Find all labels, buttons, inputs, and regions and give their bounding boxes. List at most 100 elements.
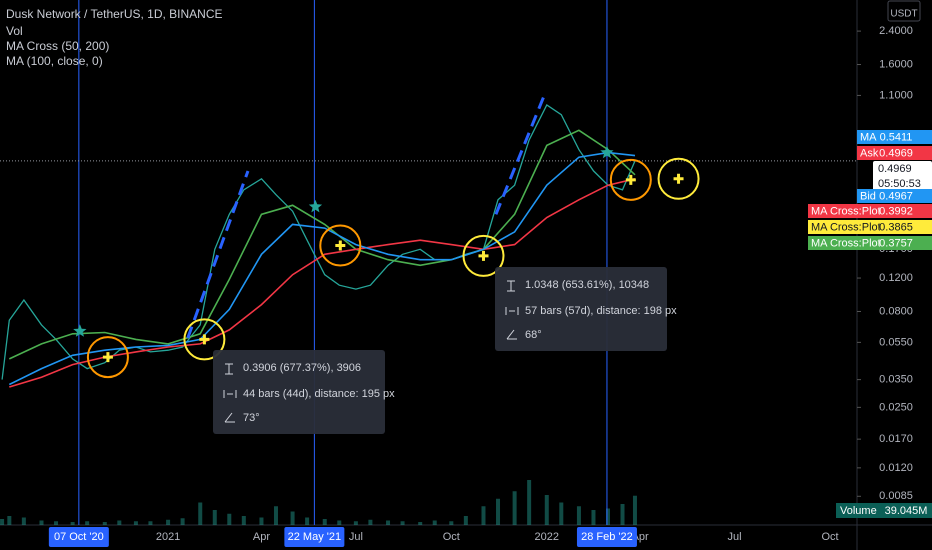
volume-bar: [418, 522, 423, 525]
y-tick-label: 0.0250: [879, 401, 913, 413]
price-label-box: [880, 204, 932, 218]
volume-bar: [39, 520, 44, 525]
volume-bar: [544, 495, 549, 525]
measure-box: [213, 350, 385, 434]
cross-plus: [199, 334, 210, 345]
measure-icon: [507, 280, 515, 292]
volume-bar: [449, 521, 454, 525]
cross-circle: [86, 336, 129, 379]
volume-bar: [481, 506, 486, 525]
volume-value-box: [880, 503, 932, 518]
price-label-value: 0.4967: [879, 190, 913, 202]
cross-plus: [625, 174, 636, 185]
price-label-name: MA Cross:Plot: [811, 221, 881, 233]
date-label: 22 May '21: [288, 531, 341, 543]
date-label-box: [284, 527, 345, 547]
cross-star: [600, 145, 614, 159]
trend-line: [494, 91, 548, 215]
x-tick-label: 2021: [156, 531, 180, 543]
volume-bar: [133, 521, 138, 525]
trend-line: [186, 170, 250, 339]
y-tick-label: 0.0170: [879, 433, 913, 445]
price-label-name-box: [857, 146, 880, 160]
x-tick-label: Apr: [253, 531, 270, 543]
price-label-name: Ask: [860, 147, 879, 159]
price-label-value: 0.3757: [879, 237, 913, 249]
date-label-box: [48, 527, 109, 547]
volume-bar: [400, 521, 405, 525]
volume-bar: [70, 522, 75, 525]
cross-plus: [478, 250, 489, 261]
volume-bar: [290, 511, 295, 525]
price-line: [1, 103, 636, 380]
measure-bars: 57 bars (57d), distance: 198 px: [525, 305, 677, 317]
measure-price: 1.0348 (653.61%), 10348: [525, 279, 649, 291]
volume-bar: [166, 519, 171, 525]
volume-bar: [85, 521, 90, 525]
volume-bar: [559, 502, 564, 525]
y-tick-label: 1.6000: [879, 58, 913, 70]
ma-line: [8, 151, 636, 386]
x-tick-label: Oct: [443, 531, 460, 543]
price-label-name-box: [857, 189, 880, 203]
price-label-name-box: [808, 236, 880, 250]
volume-bar: [432, 520, 437, 525]
volume-bar: [21, 517, 26, 525]
volume-bar: [241, 516, 246, 525]
y-tick-label: 2.4000: [879, 25, 913, 37]
y-tick-label: 0.0550: [879, 336, 913, 348]
y-tick-label: 1.1000: [879, 89, 913, 101]
price-label-box: [880, 220, 932, 234]
volume-bar: [148, 521, 153, 525]
unit-label: USDT: [890, 9, 917, 20]
volume-bar: [353, 521, 358, 525]
volume-bar: [337, 520, 342, 525]
y-tick-label: 0.0800: [879, 305, 913, 317]
volume-bar: [322, 519, 327, 525]
date-label: 28 Feb '22: [581, 531, 633, 543]
x-tick-label: Jul: [728, 531, 742, 543]
volume-bar: [576, 506, 581, 525]
price-label-box: [880, 130, 932, 144]
measure-angle: 68°: [525, 329, 542, 341]
cross-circle: [657, 157, 700, 200]
cross-circle: [183, 318, 226, 361]
measure-icon: [505, 307, 519, 315]
price-label-box: [873, 161, 932, 192]
y-tick-label: 0.0085: [879, 490, 913, 502]
price-label-name: Bid: [860, 190, 876, 202]
measure-box: [495, 267, 667, 351]
volume-bar: [180, 518, 185, 525]
y-tick-label: 0.0120: [879, 462, 913, 474]
price-label-value: 0.3992: [879, 205, 913, 217]
price-label-value: 0.3865: [879, 221, 913, 233]
volume-bar: [512, 491, 517, 525]
y-tick-label: 0.0350: [879, 374, 913, 386]
volume-name: Volume: [840, 505, 877, 517]
cross-star: [308, 199, 323, 213]
measure-angle: 73°: [243, 412, 260, 424]
volume-bar: [212, 510, 217, 525]
cross-circle: [462, 234, 505, 277]
volume-bar: [368, 519, 373, 525]
volume-bar: [305, 517, 310, 525]
measure-icon: [506, 329, 517, 340]
volume-bar: [54, 521, 59, 525]
price-label-value: 0.5411: [880, 131, 913, 143]
volume-bar: [117, 520, 122, 525]
volume-bar: [198, 502, 203, 525]
volume-bar: [527, 480, 532, 525]
volume-bar: [102, 522, 107, 525]
ma-line: [8, 129, 636, 360]
volume-bar: [227, 513, 232, 525]
volume-value-label: 39.045M: [885, 505, 928, 517]
ma-line: [9, 178, 636, 388]
unit-box: [887, 0, 921, 22]
measure-bars: 44 bars (44d), distance: 195 px: [243, 388, 395, 400]
volume-bar: [496, 498, 501, 525]
cross-circle: [609, 158, 652, 201]
cross-circle: [319, 224, 362, 267]
cross-star: [73, 324, 87, 337]
cross-plus: [335, 240, 346, 251]
